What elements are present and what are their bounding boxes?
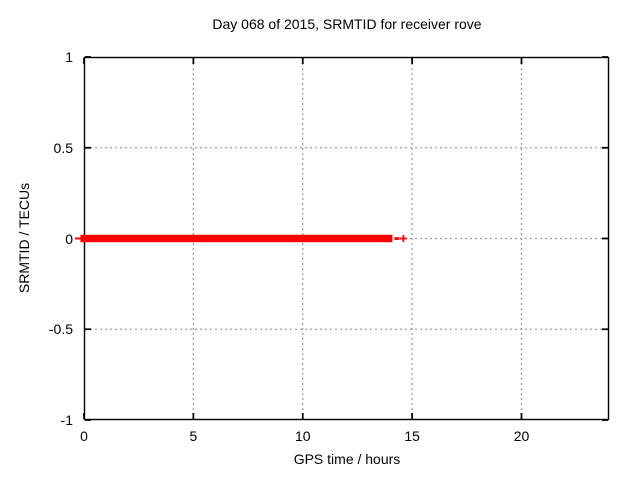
x-tick-label: 10 [294,428,311,444]
x-tick-label: 15 [404,428,420,444]
x-tick-label: 20 [513,428,530,444]
x-tick-label: 5 [189,428,198,444]
y-tick-label: 0 [65,230,73,247]
y-tick-label: -1 [60,412,73,428]
x-axis-label: GPS time / hours [293,451,401,467]
y-tick-label: 0.5 [53,139,73,156]
y-tick-label: -0.5 [48,321,73,338]
y-tick-label: 1 [65,49,73,65]
x-tick-label: 0 [80,428,88,444]
chart-title: Day 068 of 2015, SRMTID for receiver rov… [212,16,482,32]
